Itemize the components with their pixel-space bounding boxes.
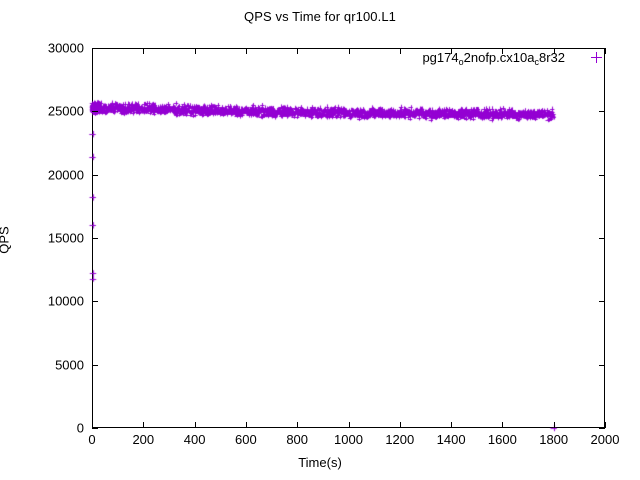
y-tick-mark-right (599, 428, 605, 429)
y-tick-mark (92, 364, 98, 366)
x-tick-label: 1600 (487, 432, 517, 447)
y-tick-mark-right (599, 174, 605, 176)
x-tick-label: 0 (88, 432, 96, 447)
y-tick-mark (92, 48, 98, 49)
y-tick-mark (92, 238, 98, 239)
y-tick-mark-right (599, 48, 605, 49)
x-tick-mark (451, 422, 453, 428)
x-tick-label: 600 (235, 432, 257, 447)
x-tick-mark-top (605, 48, 606, 54)
x-tick-mark (553, 422, 555, 428)
y-tick-label: 15000 (47, 230, 84, 246)
x-tick-mark-top (92, 48, 93, 54)
x-tick-mark (245, 422, 247, 428)
x-tick-mark-top (399, 48, 401, 54)
y-tick-label: 5000 (55, 357, 84, 373)
x-tick-label: 1800 (539, 432, 569, 447)
y-tick-mark-right (599, 364, 605, 366)
y-tick-label: 25000 (47, 103, 84, 119)
x-tick-label: 1000 (334, 432, 363, 447)
y-tick-mark (92, 174, 98, 176)
y-tick-mark-right (599, 111, 605, 113)
x-axis-label: Time(s) (298, 455, 342, 470)
y-tick-label: 10000 (47, 293, 84, 309)
y-tick-label: 0 (76, 420, 84, 436)
x-tick-label: 2000 (590, 432, 620, 447)
y-axis-label: QPS (0, 226, 12, 254)
x-tick-mark-top (553, 48, 555, 54)
y-tick-mark (92, 428, 98, 429)
x-tick-label: 800 (286, 432, 309, 447)
x-tick-mark (92, 422, 93, 428)
x-tick-label: 200 (132, 432, 155, 447)
x-tick-mark-top (194, 48, 196, 54)
x-tick-mark-top (502, 48, 504, 54)
legend-entry-label: pg174o2nofp.cx10ac8r32 (422, 50, 565, 67)
x-tick-mark (297, 422, 299, 428)
y-tick-mark-right (599, 238, 605, 239)
x-tick-mark (399, 422, 401, 428)
legend: pg174o2nofp.cx10ac8r32 (422, 50, 602, 67)
y-tick-mark-right (599, 301, 605, 303)
x-tick-mark (143, 422, 145, 428)
y-tick-mark (92, 301, 98, 303)
x-tick-label: 1400 (436, 432, 466, 447)
x-tick-mark-top (245, 48, 247, 54)
x-tick-mark (194, 422, 196, 428)
x-tick-mark-top (451, 48, 453, 54)
x-tick-label: 400 (183, 432, 206, 447)
y-tick-label: 30000 (47, 40, 84, 56)
x-tick-mark-top (143, 48, 145, 54)
x-tick-mark-top (297, 48, 299, 54)
legend-plus-marker-icon (591, 52, 602, 63)
y-tick-mark (92, 111, 98, 113)
x-tick-mark (605, 422, 606, 428)
x-tick-mark (348, 422, 350, 428)
x-tick-mark-top (348, 48, 350, 54)
x-tick-mark (502, 422, 504, 428)
x-tick-label: 1200 (385, 432, 415, 447)
y-tick-label: 20000 (47, 167, 84, 183)
